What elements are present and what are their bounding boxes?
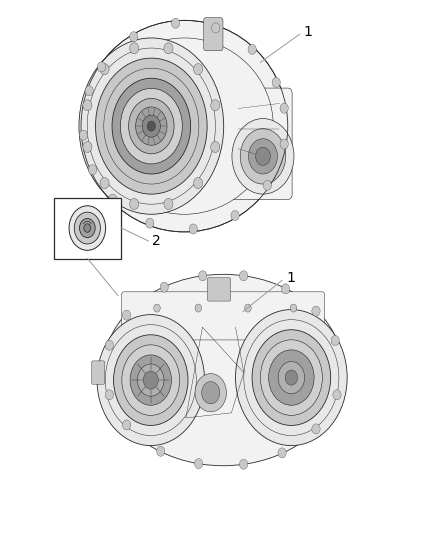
FancyBboxPatch shape: [204, 18, 223, 51]
Circle shape: [122, 345, 180, 415]
Circle shape: [85, 86, 93, 96]
Circle shape: [105, 325, 196, 435]
Ellipse shape: [103, 274, 343, 466]
Circle shape: [87, 48, 215, 204]
FancyBboxPatch shape: [207, 278, 231, 301]
Circle shape: [113, 335, 188, 425]
Text: 1: 1: [304, 25, 313, 39]
Circle shape: [130, 43, 139, 54]
Circle shape: [211, 100, 220, 111]
Circle shape: [79, 130, 88, 140]
Circle shape: [290, 304, 297, 312]
Circle shape: [231, 211, 239, 221]
Circle shape: [252, 330, 331, 425]
Circle shape: [136, 107, 167, 146]
Circle shape: [171, 18, 180, 28]
Circle shape: [145, 218, 154, 228]
Bar: [53, 198, 121, 259]
Circle shape: [240, 128, 286, 184]
Circle shape: [198, 271, 207, 281]
Circle shape: [263, 180, 272, 190]
Circle shape: [333, 390, 341, 400]
Circle shape: [88, 165, 97, 175]
Circle shape: [104, 68, 199, 184]
Circle shape: [268, 350, 314, 405]
Circle shape: [79, 38, 224, 214]
Circle shape: [84, 224, 91, 232]
Circle shape: [201, 382, 220, 404]
Circle shape: [244, 320, 339, 435]
Circle shape: [123, 310, 131, 320]
Circle shape: [147, 121, 155, 131]
Circle shape: [142, 115, 160, 137]
Circle shape: [245, 304, 251, 312]
Circle shape: [109, 194, 117, 204]
Text: 1: 1: [286, 271, 295, 285]
Circle shape: [232, 118, 294, 194]
Circle shape: [105, 340, 113, 350]
Circle shape: [160, 282, 168, 292]
Circle shape: [100, 63, 109, 75]
Circle shape: [285, 370, 297, 385]
Circle shape: [69, 206, 106, 251]
Circle shape: [248, 139, 277, 174]
Circle shape: [282, 284, 290, 294]
Circle shape: [164, 198, 173, 209]
Ellipse shape: [81, 20, 288, 232]
Circle shape: [120, 88, 182, 164]
Circle shape: [130, 198, 139, 209]
Circle shape: [154, 304, 160, 312]
Circle shape: [130, 355, 171, 405]
Circle shape: [212, 23, 220, 33]
Circle shape: [195, 374, 226, 412]
Circle shape: [312, 424, 320, 434]
Circle shape: [123, 420, 131, 430]
Circle shape: [240, 271, 248, 281]
Circle shape: [105, 390, 113, 400]
Circle shape: [97, 62, 106, 72]
Circle shape: [112, 78, 191, 174]
Circle shape: [83, 141, 92, 152]
Circle shape: [278, 361, 304, 394]
Circle shape: [80, 219, 95, 238]
Circle shape: [331, 335, 339, 345]
Text: 2: 2: [152, 234, 160, 248]
Circle shape: [280, 103, 288, 113]
FancyBboxPatch shape: [122, 292, 325, 340]
Circle shape: [260, 340, 322, 415]
Circle shape: [189, 224, 198, 234]
Circle shape: [129, 99, 174, 154]
Circle shape: [312, 306, 320, 316]
Circle shape: [255, 147, 270, 165]
Circle shape: [236, 310, 347, 446]
Circle shape: [211, 141, 220, 152]
Circle shape: [100, 177, 109, 189]
Circle shape: [74, 212, 100, 244]
Circle shape: [194, 177, 203, 189]
Circle shape: [195, 304, 201, 312]
Circle shape: [97, 314, 205, 446]
Circle shape: [280, 139, 288, 149]
FancyBboxPatch shape: [92, 361, 105, 384]
Circle shape: [194, 458, 203, 469]
Circle shape: [248, 44, 256, 54]
FancyBboxPatch shape: [226, 88, 292, 199]
Circle shape: [156, 446, 165, 456]
Circle shape: [272, 77, 280, 87]
Circle shape: [83, 100, 92, 111]
Circle shape: [278, 448, 286, 458]
Circle shape: [240, 459, 248, 470]
Circle shape: [143, 371, 158, 389]
Ellipse shape: [95, 38, 273, 214]
Circle shape: [138, 364, 164, 396]
Circle shape: [95, 58, 207, 194]
Circle shape: [194, 63, 203, 75]
Circle shape: [164, 43, 173, 54]
Circle shape: [130, 31, 138, 42]
